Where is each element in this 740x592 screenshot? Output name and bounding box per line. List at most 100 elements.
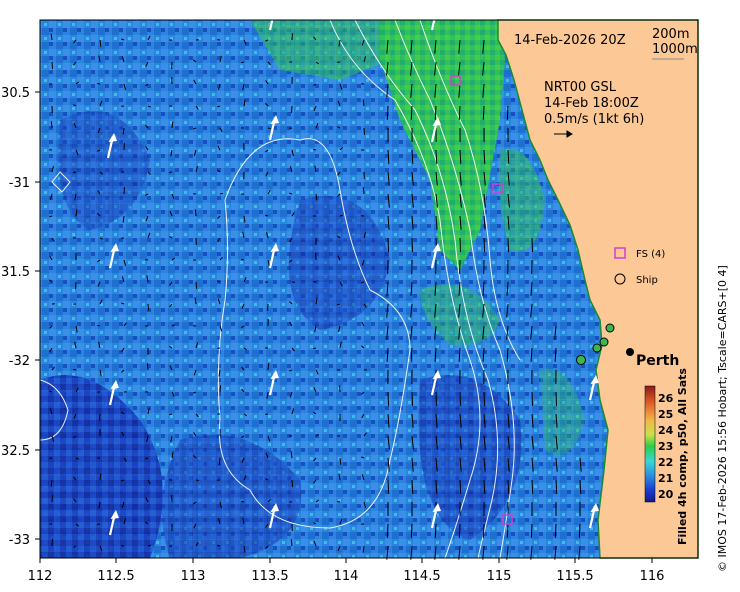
current-vector — [458, 347, 461, 362]
current-vector — [387, 457, 390, 472]
current-vector — [555, 413, 558, 428]
current-vector — [291, 212, 295, 217]
current-vector — [73, 476, 77, 481]
current-vector — [337, 501, 341, 503]
x-tick-label: 115.5 — [556, 569, 593, 584]
current-vector — [290, 539, 293, 547]
current-vector — [386, 105, 389, 120]
current-vector — [241, 258, 245, 261]
current-vector — [338, 325, 341, 333]
current-vector — [195, 281, 197, 289]
current-vector — [386, 347, 389, 362]
current-vector — [483, 391, 485, 406]
wind-arrow — [108, 243, 119, 269]
current-vector — [410, 303, 413, 318]
current-vector — [315, 499, 320, 503]
current-vector — [506, 545, 509, 560]
x-tick-label: 114.5 — [403, 569, 440, 584]
y-tick-label: -32 — [9, 354, 30, 369]
current-vector — [411, 215, 414, 230]
current-vector — [411, 171, 414, 186]
current-vector — [482, 523, 485, 538]
current-vector — [147, 171, 151, 175]
current-vector — [482, 105, 485, 120]
current-vector — [73, 39, 77, 44]
x-tick-label: 112.5 — [97, 569, 134, 584]
current-vector — [267, 363, 270, 371]
current-vector — [530, 523, 533, 538]
current-vector — [434, 281, 437, 296]
current-vector — [74, 193, 77, 201]
current-vector — [435, 149, 438, 164]
current-vector — [50, 121, 53, 129]
current-vector — [530, 281, 533, 296]
ship-legend-label: Ship — [636, 275, 658, 286]
wind-arrow — [430, 5, 441, 31]
current-vector — [531, 237, 533, 253]
current-vector — [267, 435, 271, 442]
current-vector — [121, 411, 125, 415]
current-vector — [411, 149, 414, 164]
wind-arrows — [106, 5, 599, 536]
current-vector — [73, 171, 77, 173]
current-vector — [483, 237, 485, 253]
current-vector — [121, 302, 125, 305]
current-vector — [123, 259, 127, 266]
current-vector — [49, 193, 53, 200]
current-vector — [507, 413, 510, 428]
current-vector — [75, 325, 78, 333]
current-vector — [243, 99, 246, 107]
current-vector — [555, 391, 557, 406]
current-vector — [241, 457, 245, 463]
current-vector — [361, 391, 365, 395]
current-vector — [217, 518, 221, 525]
current-vector — [434, 61, 437, 76]
current-vector — [50, 33, 53, 41]
current-vector — [313, 522, 317, 525]
current-vector — [265, 545, 269, 550]
x-tick-label: 114 — [334, 569, 359, 584]
current-vector — [121, 501, 125, 508]
current-vector — [361, 474, 365, 481]
current-vector — [146, 275, 149, 283]
y-tick-label: 32.5 — [1, 444, 30, 459]
current-vector — [363, 303, 367, 308]
current-vector — [459, 237, 461, 253]
current-vector — [75, 149, 79, 156]
current-vector — [459, 479, 462, 494]
current-vector — [411, 457, 414, 472]
current-vector — [314, 165, 317, 173]
current-vector — [169, 210, 173, 217]
fs-markers — [450, 75, 513, 525]
current-vector — [123, 83, 127, 90]
current-vector — [339, 518, 343, 525]
current-vector — [289, 301, 293, 305]
current-vector — [315, 297, 318, 305]
current-vector — [193, 79, 197, 85]
x-axis — [39, 558, 653, 563]
current-vector — [267, 499, 271, 503]
current-vector — [361, 281, 365, 284]
current-vector — [337, 545, 341, 552]
current-vector — [241, 303, 245, 309]
current-vector — [243, 39, 247, 45]
current-vector — [411, 391, 413, 406]
colorbar-tick: 22 — [658, 456, 673, 469]
current-vector — [219, 256, 223, 261]
fs-legend-label: FS (4) — [636, 249, 665, 260]
current-vector — [290, 451, 293, 459]
current-vector — [242, 517, 245, 525]
current-vector — [146, 435, 149, 443]
current-vector — [121, 56, 125, 63]
current-vector — [459, 215, 462, 230]
current-vector — [483, 215, 486, 230]
current-vector — [362, 99, 365, 107]
current-vector — [530, 303, 533, 318]
current-vector — [313, 83, 317, 87]
x-tick-label: 113.5 — [251, 569, 288, 584]
current-vector — [99, 299, 103, 305]
current-vector — [192, 501, 197, 505]
current-vector — [337, 255, 341, 261]
current-vector — [554, 325, 557, 340]
current-vector — [243, 277, 247, 283]
